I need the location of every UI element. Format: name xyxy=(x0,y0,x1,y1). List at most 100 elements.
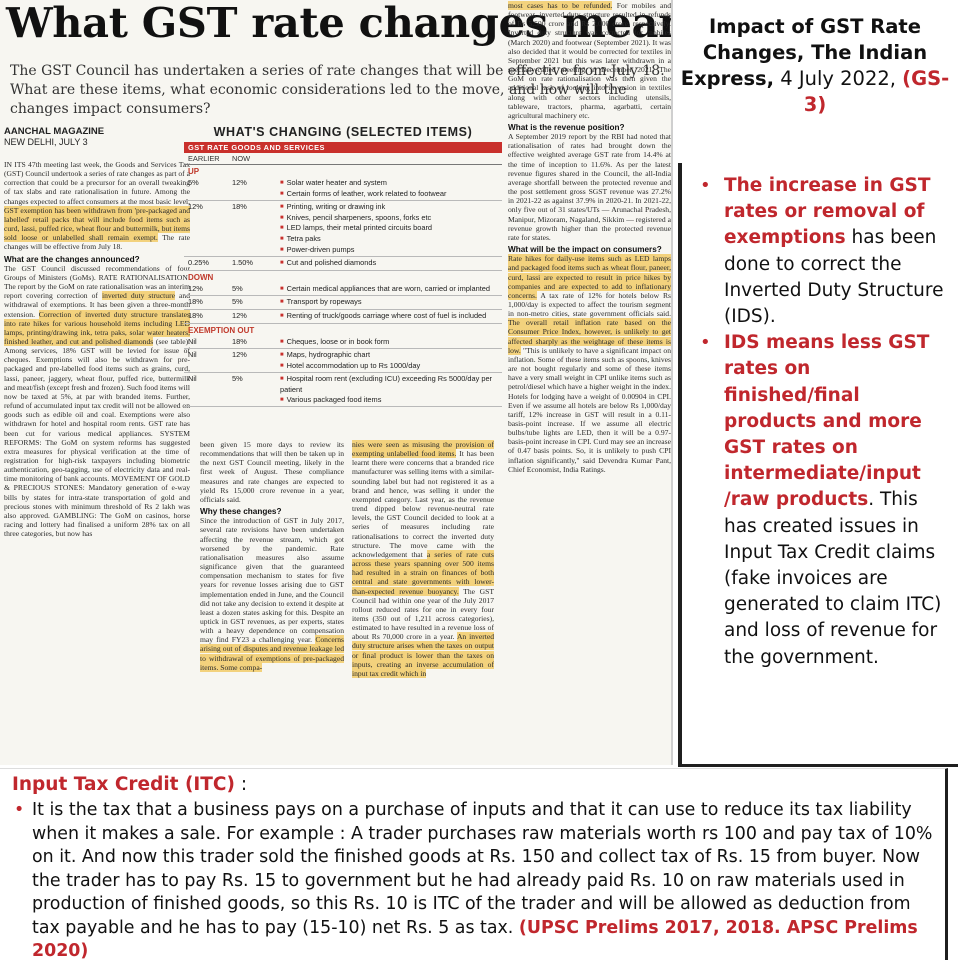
item-entry: Certain forms of leather, work related t… xyxy=(280,189,498,200)
item-entry: Certain medical appliances that are worn… xyxy=(280,284,498,295)
new-rate: 1.50% xyxy=(232,258,253,268)
item-list: Maps, hydrographic chartHotel accommodat… xyxy=(280,350,498,371)
table-title: WHAT'S CHANGING (SELECTED ITEMS) xyxy=(213,125,473,139)
item-entry: Maps, hydrographic chart xyxy=(280,350,498,361)
table-row: 0.25% 1.50% Cut and polished diamonds xyxy=(184,257,502,271)
new-rate: 5% xyxy=(232,297,243,307)
summary-box: The increase in GST rates or removal of … xyxy=(678,163,958,767)
article-column-3: nies were seen as misusing the provision… xyxy=(352,440,494,762)
item-entry: Cut and polished diamonds xyxy=(280,258,498,269)
section-heading: Why these changes? xyxy=(200,507,282,517)
newspaper-clipping: What GST rate changes mean The GST Counc… xyxy=(0,0,673,765)
col-now: NOW xyxy=(232,154,251,163)
item-entry: Hospital room rent (excluding ICU) excee… xyxy=(280,374,498,394)
table-subheader: EARLIER NOW xyxy=(184,153,502,165)
item-entry: Various packaged food items xyxy=(280,395,498,406)
article-column-1: IN ITS 47th meeting last week, the Goods… xyxy=(4,160,190,760)
earlier-rate: 0.25% xyxy=(188,258,209,268)
title-bold: Impact of GST Rate Changes, The Indian E… xyxy=(680,15,928,90)
item-list: Certain medical appliances that are worn… xyxy=(280,284,498,295)
bullet-emphasis: IDS means less GST rates on finished/fin… xyxy=(724,332,930,511)
earlier-rate: 12% xyxy=(188,202,203,212)
item-list: Cheques, loose or in book form xyxy=(280,337,498,348)
new-rate: 12% xyxy=(232,310,247,320)
summary-title: Impact of GST Rate Changes, The Indian E… xyxy=(676,14,954,151)
whats-changing-table: WHAT'S CHANGING (SELECTED ITEMS) GST RAT… xyxy=(184,125,502,437)
section-heading: What will be the impact on consumers? xyxy=(508,245,662,255)
table-section-label: EXEMPTION OUT xyxy=(188,325,255,335)
highlighted-text: most cases has to be refunded. xyxy=(508,1,613,10)
earlier-rate: Nil xyxy=(188,336,197,346)
exam-reference: (UPSC Prelims 2017, 2018. APSC Prelims 2… xyxy=(32,917,918,960)
highlighted-text: inverted duty structure xyxy=(101,291,175,301)
table-row: Nil 12% Maps, hydrographic chartHotel acco… xyxy=(184,349,502,374)
bullet-text: has been done to correct the Inverted Du… xyxy=(724,227,944,328)
col-earlier: EARLIER xyxy=(188,154,220,163)
table-header-bar: GST RATE GOODS AND SERVICES xyxy=(184,142,502,153)
itc-title: Input Tax Credit (ITC) xyxy=(12,774,235,795)
item-entry: Transport by ropeways xyxy=(280,297,498,308)
item-list: Cut and polished diamonds xyxy=(280,258,498,269)
earlier-rate: Nil xyxy=(188,374,197,384)
item-list: Printing, writing or drawing inkKnives, … xyxy=(280,202,498,255)
earlier-rate: 18% xyxy=(188,310,203,320)
article-text: "This is unlikely to have a significant … xyxy=(508,345,671,474)
table-row: 18% 12% Renting of truck/goods carriage wh… xyxy=(184,310,502,324)
table-section-label: DOWN xyxy=(188,272,214,282)
new-rate: 12% xyxy=(232,178,247,187)
article-text: The GST Council had within one year of t… xyxy=(352,586,494,642)
highlighted-text: GST exemption has been withdrawn from 'p… xyxy=(4,205,190,243)
bullet-text: . This has created issues in Input Tax C… xyxy=(724,489,942,668)
new-rate: 5% xyxy=(232,374,243,384)
item-entry: Tetra paks xyxy=(280,234,498,245)
item-entry: Cheques, loose or in book form xyxy=(280,337,498,348)
itc-definition: It is the tax that a business pays on a … xyxy=(12,799,935,960)
article-text: been given 15 more days to review its re… xyxy=(200,440,344,504)
earlier-rate: Nil xyxy=(188,350,197,360)
item-list: Hospital room rent (excluding ICU) excee… xyxy=(280,374,498,405)
article-text: It has been learnt there were concerns t… xyxy=(352,449,494,559)
bullet-emphasis: The increase in GST rates or removal of … xyxy=(724,175,931,249)
item-entry: Power-driven pumps xyxy=(280,245,498,256)
dateline: NEW DELHI, JULY 3 xyxy=(4,137,88,147)
gs-tag: (GS-3) xyxy=(803,67,950,116)
title-date: 4 July 2022, xyxy=(774,67,903,90)
item-list: Transport by ropeways xyxy=(280,297,498,308)
new-rate: 18% xyxy=(232,202,247,212)
clipping-standfirst: The GST Council has undertaken a series … xyxy=(10,63,665,117)
article-text: A tax rate of 12% for hotels below Rs 1,… xyxy=(508,290,671,319)
article-column-2: been given 15 more days to review its re… xyxy=(200,440,344,762)
section-heading: What is the revenue position? xyxy=(508,123,625,132)
article-text: IN ITS 47th meeting last week, the Goods… xyxy=(4,160,190,206)
article-text: Since the introduction of GST in July 20… xyxy=(200,516,344,645)
author-name: AANCHAL MAGAZINE xyxy=(4,126,105,137)
section-heading: What are the changes announced? xyxy=(4,254,140,264)
item-entry: Hotel accommodation up to Rs 1000/day xyxy=(280,361,498,372)
new-rate: 18% xyxy=(232,336,247,346)
table-row: 12% 18% Printing, writing or drawing inkKn… xyxy=(184,201,502,258)
summary-list: The increase in GST rates or removal of … xyxy=(698,173,952,671)
table-row: Nil 18% Cheques, loose or in book form xyxy=(184,336,502,350)
table-section-label: UP xyxy=(188,167,200,176)
table-row: Nil 5% Hospital room rent (excluding ICU) … xyxy=(184,373,502,408)
item-entry: Renting of truck/goods carriage where co… xyxy=(280,311,498,322)
summary-bullet: The increase in GST rates or removal of … xyxy=(698,173,952,330)
earlier-rate: 5% xyxy=(188,178,199,187)
byline: AANCHAL MAGAZINE NEW DELHI, JULY 3 xyxy=(4,126,104,148)
item-entry: Knives, pencil sharpeners, spoons, forks… xyxy=(280,213,498,224)
article-text: The GST Council discussed recommendation… xyxy=(4,263,190,301)
table-row: 5% 12% Solar water heater and systemCertai… xyxy=(184,177,502,202)
table-row: 18% 5% Transport by ropeways xyxy=(184,296,502,310)
article-text: A September 2019 report by the RBI had n… xyxy=(508,132,671,242)
article-text: The rate changes will be effective from … xyxy=(4,233,190,252)
itc-colon: : xyxy=(234,774,248,795)
item-list: Solar water heater and systemCertain for… xyxy=(280,178,498,199)
earlier-rate: 18% xyxy=(188,297,203,307)
new-rate: 5% xyxy=(232,283,243,293)
itc-text: It is the tax that a business pays on a … xyxy=(32,800,933,938)
article-text: For mobiles and footwear, inverted duty … xyxy=(508,1,671,120)
itc-heading: Input Tax Credit (ITC) : xyxy=(12,773,935,797)
table-body: UP 5% 12% Solar water heater and systemCert… xyxy=(184,165,502,408)
article-column-4-top: most cases has to be refunded. For mobil… xyxy=(508,1,671,121)
article-text: (see table). Among services, 18% GST wil… xyxy=(4,336,190,539)
